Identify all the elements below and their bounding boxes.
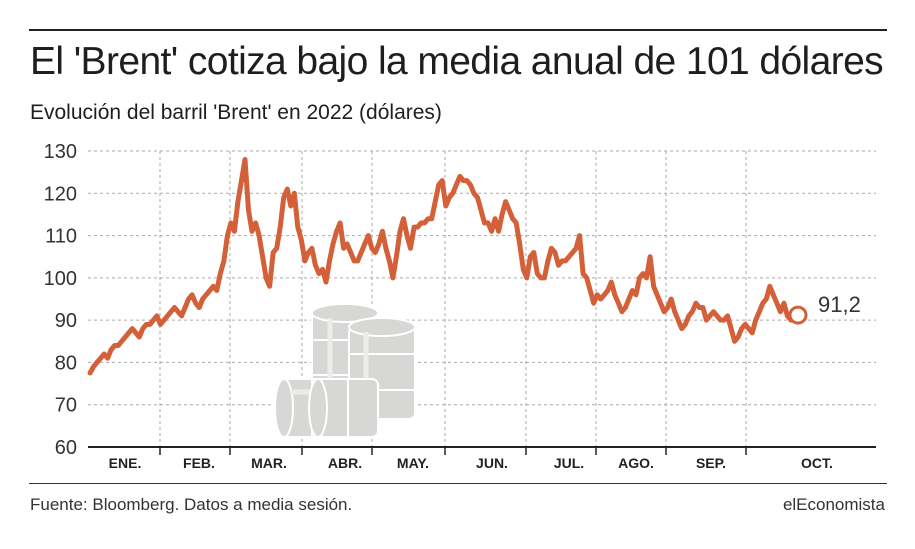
- x-tick-label: FEB.: [183, 455, 215, 471]
- footer-rule: [29, 483, 887, 484]
- x-tick-label: JUL.: [554, 455, 584, 471]
- x-tick-label: MAY.: [397, 455, 429, 471]
- x-axis-labels: ENE. FEB. MAR. ABR. MAY. JUN. JUL. AGO. SEP. OCT.: [109, 455, 833, 471]
- y-tick-label: 60: [55, 437, 77, 459]
- oil-barrels-icon: [274, 303, 416, 438]
- last-value-label: 91,2: [818, 292, 861, 317]
- last-value-marker: [788, 305, 808, 325]
- y-tick-label: 130: [44, 141, 77, 163]
- x-tick-label: ENE.: [109, 455, 142, 471]
- x-tick-label: AGO.: [618, 455, 654, 471]
- y-tick-label: 110: [45, 226, 77, 248]
- source-note: Fuente: Bloomberg. Datos a media sesión.: [30, 495, 353, 514]
- top-rule: [29, 29, 887, 31]
- y-tick-label: 70: [55, 395, 77, 417]
- chart-title: El 'Brent' cotiza bajo la media anual de…: [30, 40, 884, 83]
- x-tick-label: OCT.: [801, 455, 833, 471]
- y-tick-label: 80: [55, 352, 77, 374]
- y-tick-label: 90: [55, 310, 77, 332]
- y-tick-label: 100: [44, 268, 77, 290]
- x-tick-label: JUN.: [476, 455, 508, 471]
- y-tick-label: 120: [44, 183, 77, 205]
- x-tick-label: SEP.: [696, 455, 726, 471]
- chart-subtitle: Evolución del barril 'Brent' en 2022 (dó…: [30, 101, 442, 124]
- brent-price-line: [87, 157, 801, 376]
- brand-logo: elEconomista: [782, 495, 885, 514]
- y-axis-labels: 60 70 80 90 100 110 120 130: [44, 141, 77, 459]
- x-axis-ticks: [159, 447, 747, 455]
- x-tick-label: MAR.: [251, 455, 287, 471]
- x-tick-label: ABR.: [328, 455, 362, 471]
- gridlines: [88, 150, 876, 447]
